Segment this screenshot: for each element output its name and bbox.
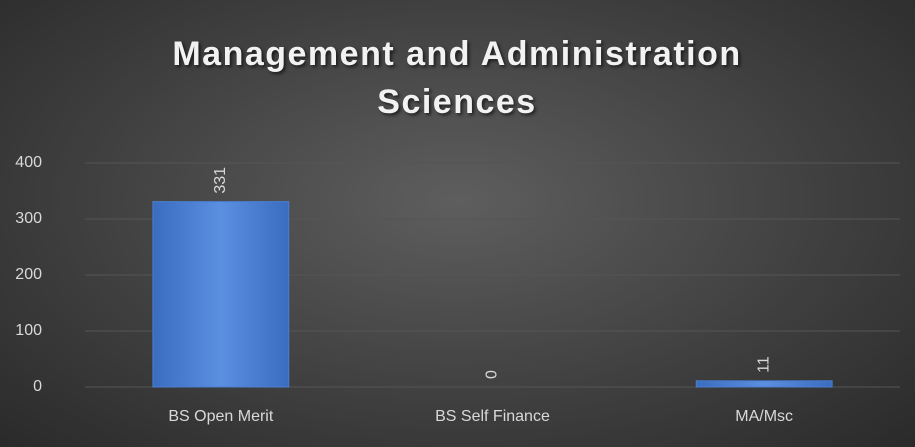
data-label: 11 xyxy=(755,356,772,373)
y-tick-label: 200 xyxy=(15,266,42,283)
bar xyxy=(152,201,290,388)
data-label: 331 xyxy=(212,167,229,194)
y-tick-label: 100 xyxy=(15,322,42,339)
x-tick-label: BS Self Finance xyxy=(435,408,550,425)
y-tick-label: 400 xyxy=(15,154,42,171)
x-tick-label: BS Open Merit xyxy=(168,408,273,425)
y-tick-label: 300 xyxy=(15,210,42,227)
y-tick-label: 0 xyxy=(33,378,42,395)
x-tick-label: MA/Msc xyxy=(735,408,793,425)
bar xyxy=(695,380,833,388)
data-label: 0 xyxy=(484,370,501,379)
chart-title: Management and Administration Sciences xyxy=(172,35,742,121)
